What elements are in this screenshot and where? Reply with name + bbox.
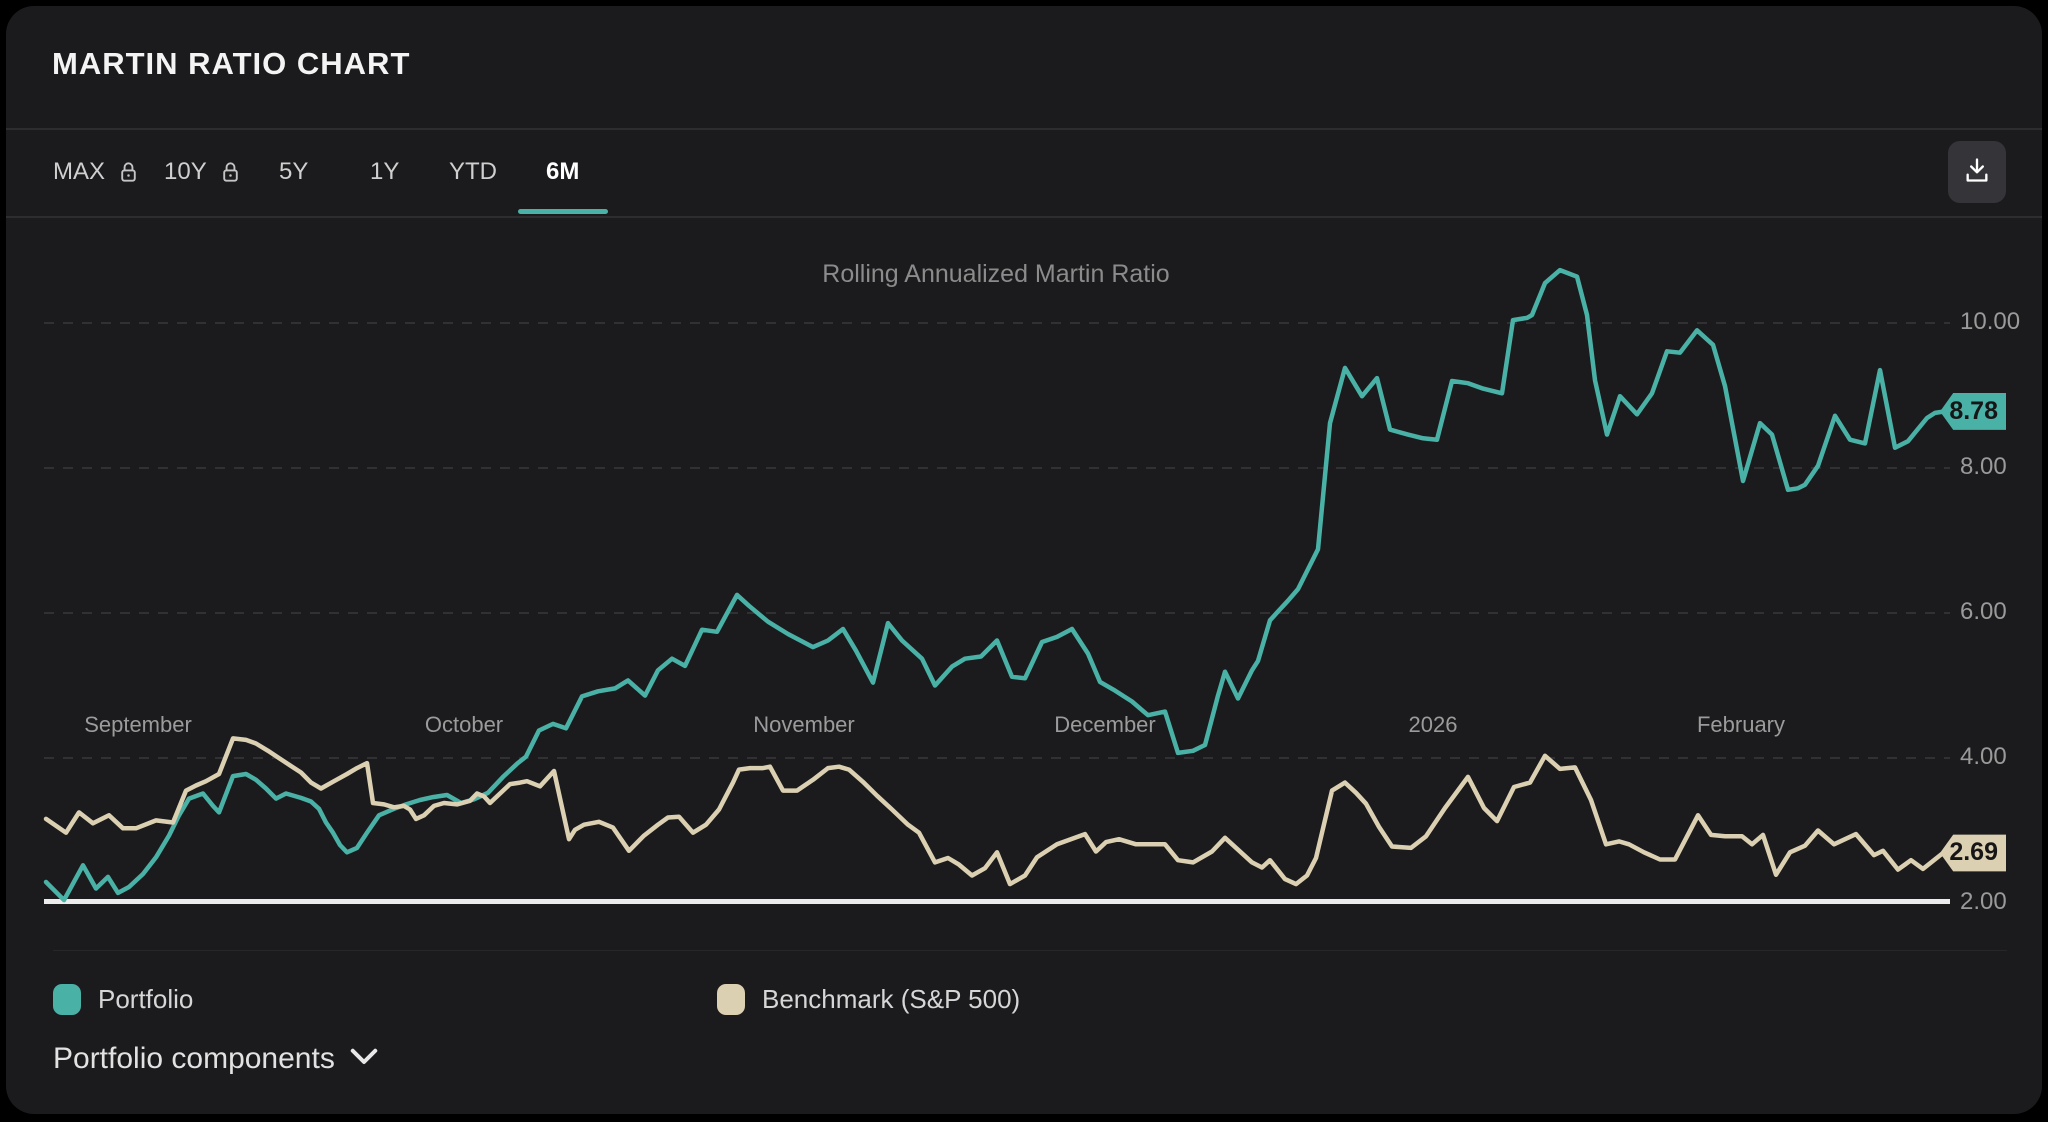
active-tab-underline	[518, 209, 608, 214]
download-icon	[1963, 156, 1991, 189]
y-tick-label: 4.00	[1960, 743, 2007, 770]
time-range-tabs: MAX 10Y 5Y 1Y YTD 6M	[6, 128, 2042, 216]
tab-5y[interactable]: 5Y	[279, 158, 308, 186]
download-button[interactable]	[1948, 141, 2006, 203]
tab-label: 10Y	[164, 158, 207, 185]
tab-label: 6M	[546, 158, 580, 185]
y-tick-label: 8.00	[1960, 453, 2007, 480]
legend-label: Portfolio	[98, 984, 194, 1014]
x-tick-label: September	[84, 712, 192, 737]
tabs-divider	[6, 216, 2042, 218]
portfolio-components-toggle[interactable]: Portfolio components	[53, 1042, 379, 1076]
header-divider	[6, 128, 2042, 130]
benchmark-swatch-icon	[717, 984, 745, 1015]
lock-icon	[221, 161, 240, 183]
legend-label: Benchmark (S&P 500)	[762, 984, 1021, 1014]
tab-10y[interactable]: 10Y	[164, 158, 240, 186]
x-tick-label: November	[753, 712, 855, 737]
legend-item-portfolio[interactable]: Portfolio	[53, 984, 193, 1015]
tab-label: MAX	[53, 158, 106, 185]
martin-ratio-chart[interactable]	[6, 216, 2048, 962]
series-line-portfolio[interactable]	[43, 267, 1947, 903]
y-tick-label: 6.00	[1960, 598, 2007, 625]
chart-bottom-divider	[53, 950, 2007, 951]
tab-6m[interactable]: 6M	[546, 158, 579, 186]
tab-label: 5Y	[279, 158, 309, 185]
tab-1y[interactable]: 1Y	[370, 158, 399, 186]
chevron-down-icon	[349, 1046, 379, 1073]
chart-title: Rolling Annualized Martin Ratio	[822, 260, 1170, 288]
portfolio-swatch-icon	[53, 984, 81, 1015]
tab-max[interactable]: MAX	[53, 158, 138, 186]
series-line-benchmark[interactable]	[43, 736, 1946, 887]
tab-label: YTD	[449, 158, 497, 185]
legend-item-benchmark[interactable]: Benchmark (S&P 500)	[717, 984, 1020, 1015]
tab-ytd[interactable]: YTD	[449, 158, 497, 186]
x-tick-label: 2026	[1408, 712, 1458, 737]
end-value-badge-portfolio: 8.78	[1940, 393, 2006, 430]
tab-label: 1Y	[370, 158, 400, 185]
martin-ratio-card: MARTIN RATIO CHART MAX 10Y 5Y 1Y YTD 6M Rolli…	[6, 6, 2042, 1114]
y-tick-label: 2.00	[1960, 888, 2007, 915]
end-value-badge-benchmark: 2.69	[1940, 834, 2006, 872]
x-tick-label: October	[424, 712, 504, 737]
portfolio-components-label: Portfolio components	[53, 1042, 335, 1075]
lock-icon	[119, 161, 138, 183]
chart-plot-canvas[interactable]	[6, 216, 2048, 962]
page-title: MARTIN RATIO CHART	[52, 46, 411, 81]
x-tick-label: February	[1696, 712, 1786, 737]
y-tick-label: 10.00	[1960, 308, 2021, 335]
x-tick-label: December	[1054, 712, 1156, 737]
